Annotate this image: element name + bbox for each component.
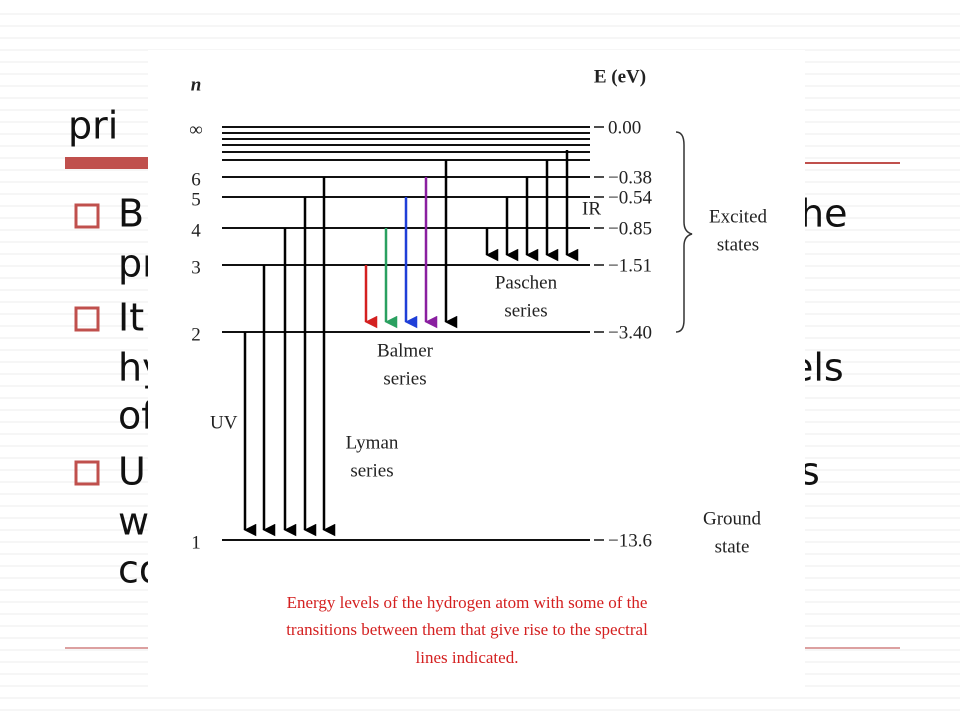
level-n: 5 — [191, 189, 201, 210]
caption: transitions between them that give rise … — [286, 620, 648, 639]
caption: lines indicated. — [416, 648, 519, 667]
level-energy: −0.38 — [608, 167, 652, 188]
level-n: 4 — [191, 220, 201, 241]
excited-label: states — [717, 234, 759, 255]
excited-brace — [675, 131, 693, 333]
n-label: n — [191, 74, 202, 95]
paschen-label: Paschen — [495, 272, 558, 293]
level-n: 3 — [191, 257, 201, 278]
level-n: 2 — [191, 324, 201, 345]
lyman-label: series — [350, 460, 393, 481]
ground-label: Ground — [703, 508, 762, 529]
fragment: w — [118, 500, 149, 544]
level-energy: −13.6 — [608, 530, 652, 551]
balmer-label: series — [383, 368, 426, 389]
level-energy: −0.54 — [608, 187, 652, 208]
slide-title: pri — [68, 104, 118, 148]
level-energy: 0.00 — [608, 117, 641, 138]
ir-label: IR — [582, 198, 601, 219]
fragment: U — [118, 450, 146, 494]
level-energy: −3.40 — [608, 322, 652, 343]
ground-label: state — [715, 536, 750, 557]
excited-label: Excited — [709, 206, 768, 227]
balmer-label: Balmer — [377, 340, 434, 361]
paschen-label: series — [504, 300, 547, 321]
lyman-label: Lyman — [346, 432, 399, 453]
e-label: E (eV) — [594, 66, 646, 87]
energy-diagram: ∞ 0.00 6 −0.38 5 −0.54 4 −0.85 3 −1.51 2 −3.40 1 −13.… — [189, 117, 652, 553]
title-rule-bar — [65, 157, 165, 169]
fragment: B — [118, 192, 144, 236]
caption: Energy levels of the hydrogen atom with … — [287, 593, 648, 612]
fragment: It — [118, 296, 144, 340]
fragment: he — [800, 192, 847, 236]
bullets — [74, 203, 100, 486]
level-energy: −0.85 — [608, 218, 652, 239]
diagram-panel — [148, 50, 805, 688]
level-n: 6 — [191, 169, 201, 190]
uv-label: UV — [210, 412, 238, 433]
level-energy: −1.51 — [608, 255, 652, 276]
level-n: ∞ — [189, 119, 203, 140]
level-n: 1 — [191, 532, 201, 553]
